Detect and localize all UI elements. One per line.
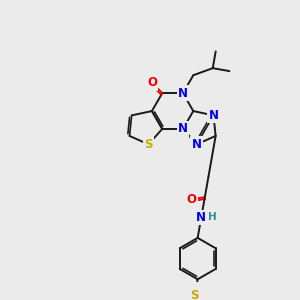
Text: S: S (190, 290, 199, 300)
Text: N: N (178, 122, 188, 135)
Text: O: O (147, 76, 157, 89)
Text: N: N (196, 211, 206, 224)
Text: N: N (208, 109, 218, 122)
Text: N: N (192, 138, 202, 151)
Text: H: H (208, 212, 217, 223)
Text: N: N (178, 87, 188, 100)
Text: O: O (187, 193, 197, 206)
Text: S: S (144, 138, 153, 151)
